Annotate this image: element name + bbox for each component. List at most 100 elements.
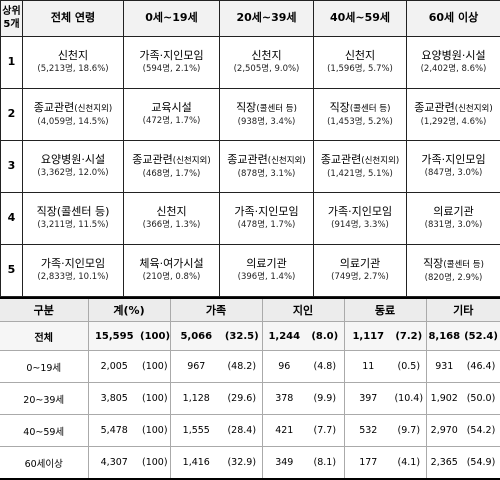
ranking-header-row: 상위 5개 전체 연령 0세~19세 20세~39세 40세~59세 60세 이… [1,1,500,37]
category-label: 의료기관 [433,205,473,218]
count-value: 397 [344,383,392,415]
col-header-40-59: 40세~59세 [314,1,407,37]
category-name: 가족·지인모임 [314,206,406,219]
category-note: (신천지외) [455,104,493,114]
count-value: 11 [344,351,392,383]
category-stat: (820명, 2.9%) [407,274,500,284]
category-name: 직장(콜센터 등) [23,206,123,219]
category-note: (콜센터 등) [443,260,484,270]
category-label: 체육·여가시설 [139,257,203,270]
ranking-cell: 종교관련(신천지외)(878명, 3.1%) [220,141,314,193]
rank-number: 1 [1,37,23,89]
breakdown-header-category: 구분 [0,298,88,322]
category-stat: (4,059명, 14.5%) [23,118,123,128]
ranking-cell: 요양병원·시설(3,362명, 12.0%) [23,141,124,193]
ranking-cell: 직장(콜센터 등)(1,453명, 5.2%) [314,89,407,141]
percent-value: (9.9) [306,383,344,415]
category-stat: (938명, 3.4%) [220,118,313,128]
category-label: 가족·지인모임 [139,49,203,62]
ranking-cell: 가족·지인모임 (594명, 2.1%) [124,37,220,89]
percent-value: (100) [140,415,170,447]
category-stat: (594명, 2.1%) [124,65,219,75]
category-label: 직장 [330,101,350,114]
category-label: 종교관련 [321,153,361,166]
age-group-label: 20~39세 [0,383,88,415]
category-label: 의료기관 [246,257,286,270]
ranking-cell: 직장(콜센터 등)(3,211명, 11.5%) [23,193,124,245]
category-name: 신천지 [23,50,123,63]
category-label: 종교관련 [227,153,267,166]
category-name: 의료기관 [314,258,406,271]
category-stat: (396명, 1.4%) [220,273,313,283]
count-value: 1,128 [170,383,222,415]
count-value: 5,478 [88,415,140,447]
category-label: 종교관련 [414,101,454,114]
category-name: 직장(콜센터 등) [314,102,406,115]
ranking-cell: 가족·지인모임 (2,833명, 10.1%) [23,245,124,297]
category-label: 교육시설 [151,101,191,114]
category-name: 요양병원·시설 [23,154,123,167]
ranking-cell: 신천지(2,505명, 9.0%) [220,37,314,89]
category-name: 체육·여가시설 [124,258,219,271]
ranking-table: 상위 5개 전체 연령 0세~19세 20세~39세 40세~59세 60세 이… [0,0,500,297]
category-label: 가족·지인모임 [421,153,485,166]
category-stat: (878명, 3.1%) [220,170,313,180]
count-value: 96 [262,351,306,383]
category-stat: (749명, 2.7%) [314,273,406,283]
category-note: (신천지외) [173,156,211,166]
ranking-cell: 종교관련(신천지외) (1,292명, 4.6%) [407,89,500,141]
category-name: 의료기관 [220,258,313,271]
rank-header-line1: 상위 [2,6,20,17]
category-note: (콜센터 등) [256,104,297,114]
breakdown-header-row: 구분 계(%) 가족 지인 동료 기타 [0,298,500,322]
category-name: 직장(콜센터 등) [407,258,500,271]
percent-value: (28.4) [222,415,262,447]
count-value: 2,970 [426,415,462,447]
ranking-cell: 교육시설(472명, 1.7%) [124,89,220,141]
category-label: 신천지 [58,49,88,62]
col-header-all-ages: 전체 연령 [23,1,124,37]
category-name: 의료기관 [407,206,500,219]
percent-value: (100) [140,351,170,383]
category-stat: (1,421명, 5.1%) [314,170,406,180]
category-name: 직장(콜센터 등) [220,102,313,115]
category-stat: (2,833명, 10.1%) [23,273,123,283]
category-stat: (468명, 1.7%) [124,170,219,180]
age-group-label: 0~19세 [0,351,88,383]
ranking-cell: 신천지(1,596명, 5.7%) [314,37,407,89]
percent-value: (7.7) [306,415,344,447]
category-name: 종교관련(신천지외) [23,102,123,115]
category-stat: (5,213명, 18.6%) [23,65,123,75]
category-label: 가족·지인모임 [234,205,298,218]
category-label: 의료기관 [340,257,380,270]
rank-number: 4 [1,193,23,245]
percent-value: (10.4) [392,383,426,415]
count-value: 1,555 [170,415,222,447]
percent-value: (29.6) [222,383,262,415]
count-value: 1,902 [426,383,462,415]
category-label: 직장 [423,257,443,270]
col-header-0-19: 0세~19세 [124,1,220,37]
category-stat: (847명, 3.0%) [407,169,500,179]
category-stat: (1,292명, 4.6%) [407,118,500,128]
category-name: 가족·지인모임 [23,258,123,271]
ranking-cell: 신천지 (5,213명, 18.6%) [23,37,124,89]
ranking-cell: 종교관련(신천지외)(1,421명, 5.1%) [314,141,407,193]
category-name: 종교관련(신천지외) [407,102,500,115]
percent-value: (54.2) [462,415,500,447]
category-label: 종교관련 [132,153,172,166]
col-header-20-39: 20세~39세 [220,1,314,37]
category-stat: (366명, 1.3%) [124,221,219,231]
count-value: 378 [262,383,306,415]
count-value: 5,066 [170,322,222,351]
rank-number: 3 [1,141,23,193]
ranking-cell: 가족·지인모임(478명, 1.7%) [220,193,314,245]
rank-number: 2 [1,89,23,141]
percent-value: (7.2) [392,322,426,351]
